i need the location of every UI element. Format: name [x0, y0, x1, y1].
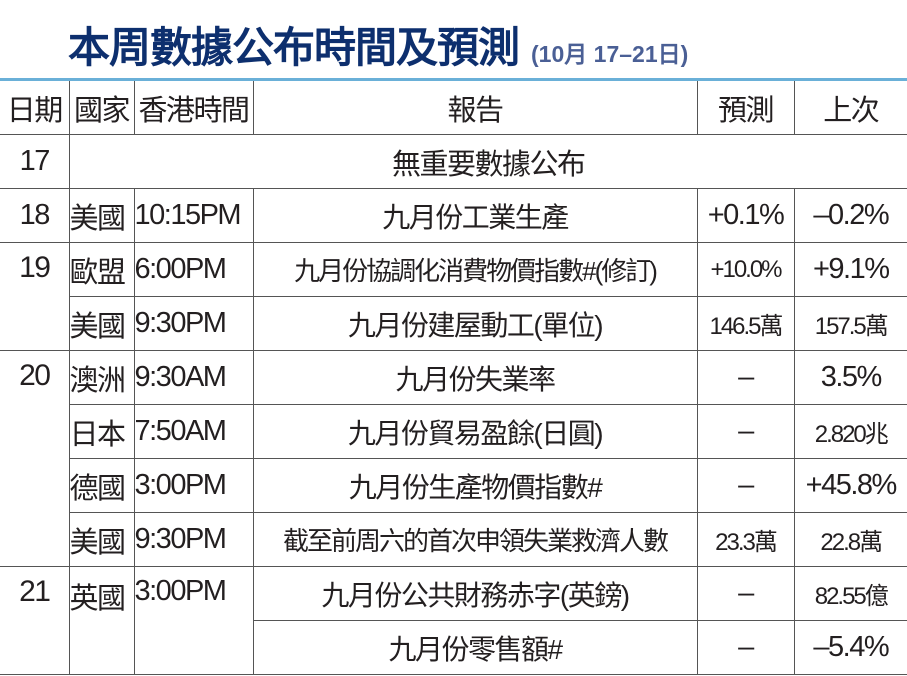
page-title: 本周數據公布時間及預測 [68, 24, 520, 71]
table-row: 17 無重要數據公布 [0, 134, 907, 189]
report-cell: 九月份公共財務赤字(英鎊) [252, 566, 698, 621]
no-data-note: 無重要數據公布 [68, 134, 907, 189]
country-cell: 歐盟 [68, 242, 135, 297]
page-title-block: 本周數據公布時間及預測 (10月 17–21日) [68, 14, 688, 74]
country-cell: 澳洲 [68, 350, 135, 405]
table-row: 20 澳洲 9:30AM 九月份失業率 – 3.5% [0, 350, 907, 567]
previous-cell: +9.1% [793, 242, 907, 297]
time-cell: 9:30AM [133, 350, 254, 405]
country-cell: 英國 [68, 566, 135, 675]
table-row: 美國 9:30PM 九月份建屋動工(單位) 146.5萬 157.5萬 [0, 296, 907, 351]
header-forecast: 預測 [696, 79, 795, 135]
forecast-cell: – [696, 620, 795, 675]
time-cell: 9:30PM [133, 512, 254, 567]
table-row: 19 歐盟 6:00PM 九月份協調化消費物價指數#(修訂) +10.0% +9… [0, 242, 907, 351]
report-cell: 九月份工業生產 [252, 188, 698, 243]
previous-cell: 22.8萬 [793, 512, 907, 567]
report-cell: 截至前周六的首次申領失業救濟人數 [252, 512, 698, 567]
forecast-cell: 146.5萬 [696, 296, 795, 351]
time-cell: 10:15PM [133, 188, 254, 243]
country-cell: 美國 [68, 188, 135, 243]
schedule-table: 日期 國家 香港時間 報告 預測 上次 17 無重要數據公布 18 美國 10:… [0, 78, 907, 675]
date-range-subtitle: (10月 17–21日) [531, 41, 689, 67]
time-cell: 6:00PM [133, 242, 254, 297]
report-cell: 九月份貿易盈餘(日圓) [252, 404, 698, 459]
table-header-row: 日期 國家 香港時間 報告 預測 上次 [0, 79, 907, 135]
previous-cell: –5.4% [793, 620, 907, 675]
header-country: 國家 [68, 79, 135, 135]
previous-cell: +45.8% [793, 458, 907, 513]
country-cell: 美國 [69, 512, 135, 567]
header-hk-time: 香港時間 [133, 79, 254, 135]
header-previous: 上次 [793, 79, 907, 135]
country-cell: 日本 [69, 404, 135, 459]
header-report: 報告 [252, 79, 698, 135]
previous-cell: 82.55億 [793, 566, 907, 621]
forecast-cell: – [696, 566, 795, 621]
previous-cell: –0.2% [793, 188, 907, 243]
time-cell: 3:00PM [133, 566, 254, 675]
table-row: 九月份零售額# – –5.4% [0, 620, 907, 675]
header-date: 日期 [0, 79, 70, 135]
date-cell: 21 [0, 566, 70, 675]
forecast-cell: +0.1% [696, 188, 795, 243]
report-cell: 九月份失業率 [252, 350, 698, 405]
forecast-cell: 23.3萬 [696, 512, 795, 567]
table-row: 美國 9:30PM 截至前周六的首次申領失業救濟人數 23.3萬 22.8萬 [0, 512, 907, 567]
table-row: 21 英國 3:00PM 九月份公共財務赤字(英鎊) – 82.55億 [0, 566, 907, 675]
report-cell: 九月份建屋動工(單位) [252, 296, 698, 351]
time-cell: 3:00PM [133, 458, 254, 513]
forecast-cell: – [696, 350, 795, 405]
report-cell: 九月份零售額# [253, 620, 698, 675]
date-cell: 18 [0, 188, 70, 243]
forecast-cell: – [696, 458, 795, 513]
date-cell: 20 [0, 350, 70, 567]
time-cell: 9:30PM [133, 296, 254, 351]
previous-cell: 2.820兆 [793, 404, 907, 459]
country-cell: 美國 [69, 296, 135, 351]
previous-cell: 157.5萬 [793, 296, 907, 351]
report-cell: 九月份生產物價指數# [252, 458, 698, 513]
report-cell: 九月份協調化消費物價指數#(修訂) [252, 242, 698, 297]
table-row: 德國 3:00PM 九月份生產物價指數# – +45.8% [0, 458, 907, 513]
country-cell: 德國 [69, 458, 135, 513]
date-cell: 17 [0, 134, 70, 189]
forecast-cell: – [696, 404, 795, 459]
time-cell: 7:50AM [133, 404, 254, 459]
date-cell: 19 [0, 242, 70, 351]
table-row: 日本 7:50AM 九月份貿易盈餘(日圓) – 2.820兆 [0, 404, 907, 459]
previous-cell: 3.5% [793, 350, 907, 405]
forecast-cell: +10.0% [696, 242, 795, 297]
table-row: 18 美國 10:15PM 九月份工業生產 +0.1% –0.2% [0, 188, 907, 243]
